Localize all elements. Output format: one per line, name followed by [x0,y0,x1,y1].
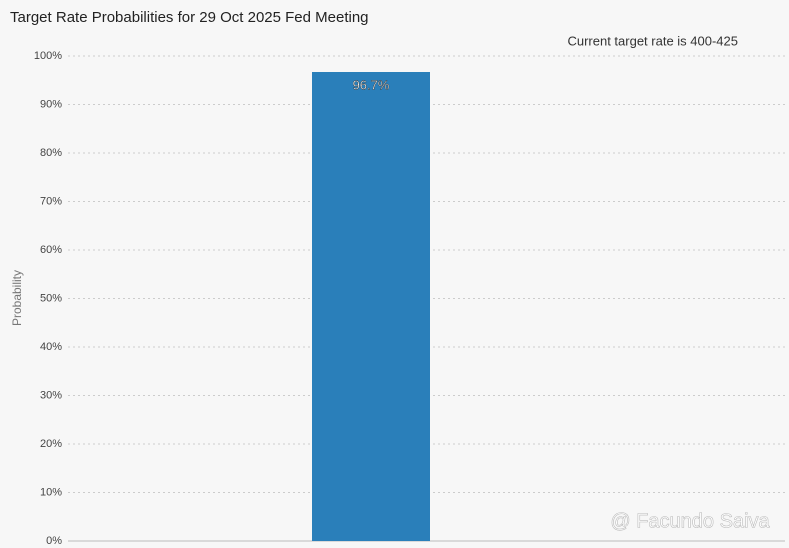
y-tick-label: 20% [40,438,62,450]
watermark: @ Facundo Saiva [610,510,770,532]
bar [312,72,430,541]
y-axis-label: Probability [10,270,24,326]
y-tick-label: 40% [40,341,62,353]
y-tick-label: 60% [40,244,62,256]
annotation: Current target rate is 400-425 [567,33,738,48]
chart-title: Target Rate Probabilities for 29 Oct 202… [10,9,369,26]
y-tick-label: 70% [40,195,62,207]
y-tick-label: 80% [40,147,62,159]
data-label: 96.7% [353,77,390,92]
y-tick-label: 0% [46,535,62,547]
y-tick-label: 100% [34,50,62,62]
y-tick-label: 10% [40,486,62,498]
y-tick-label: 50% [40,292,62,304]
y-tick-label: 90% [40,98,62,110]
y-tick-label: 30% [40,389,62,401]
